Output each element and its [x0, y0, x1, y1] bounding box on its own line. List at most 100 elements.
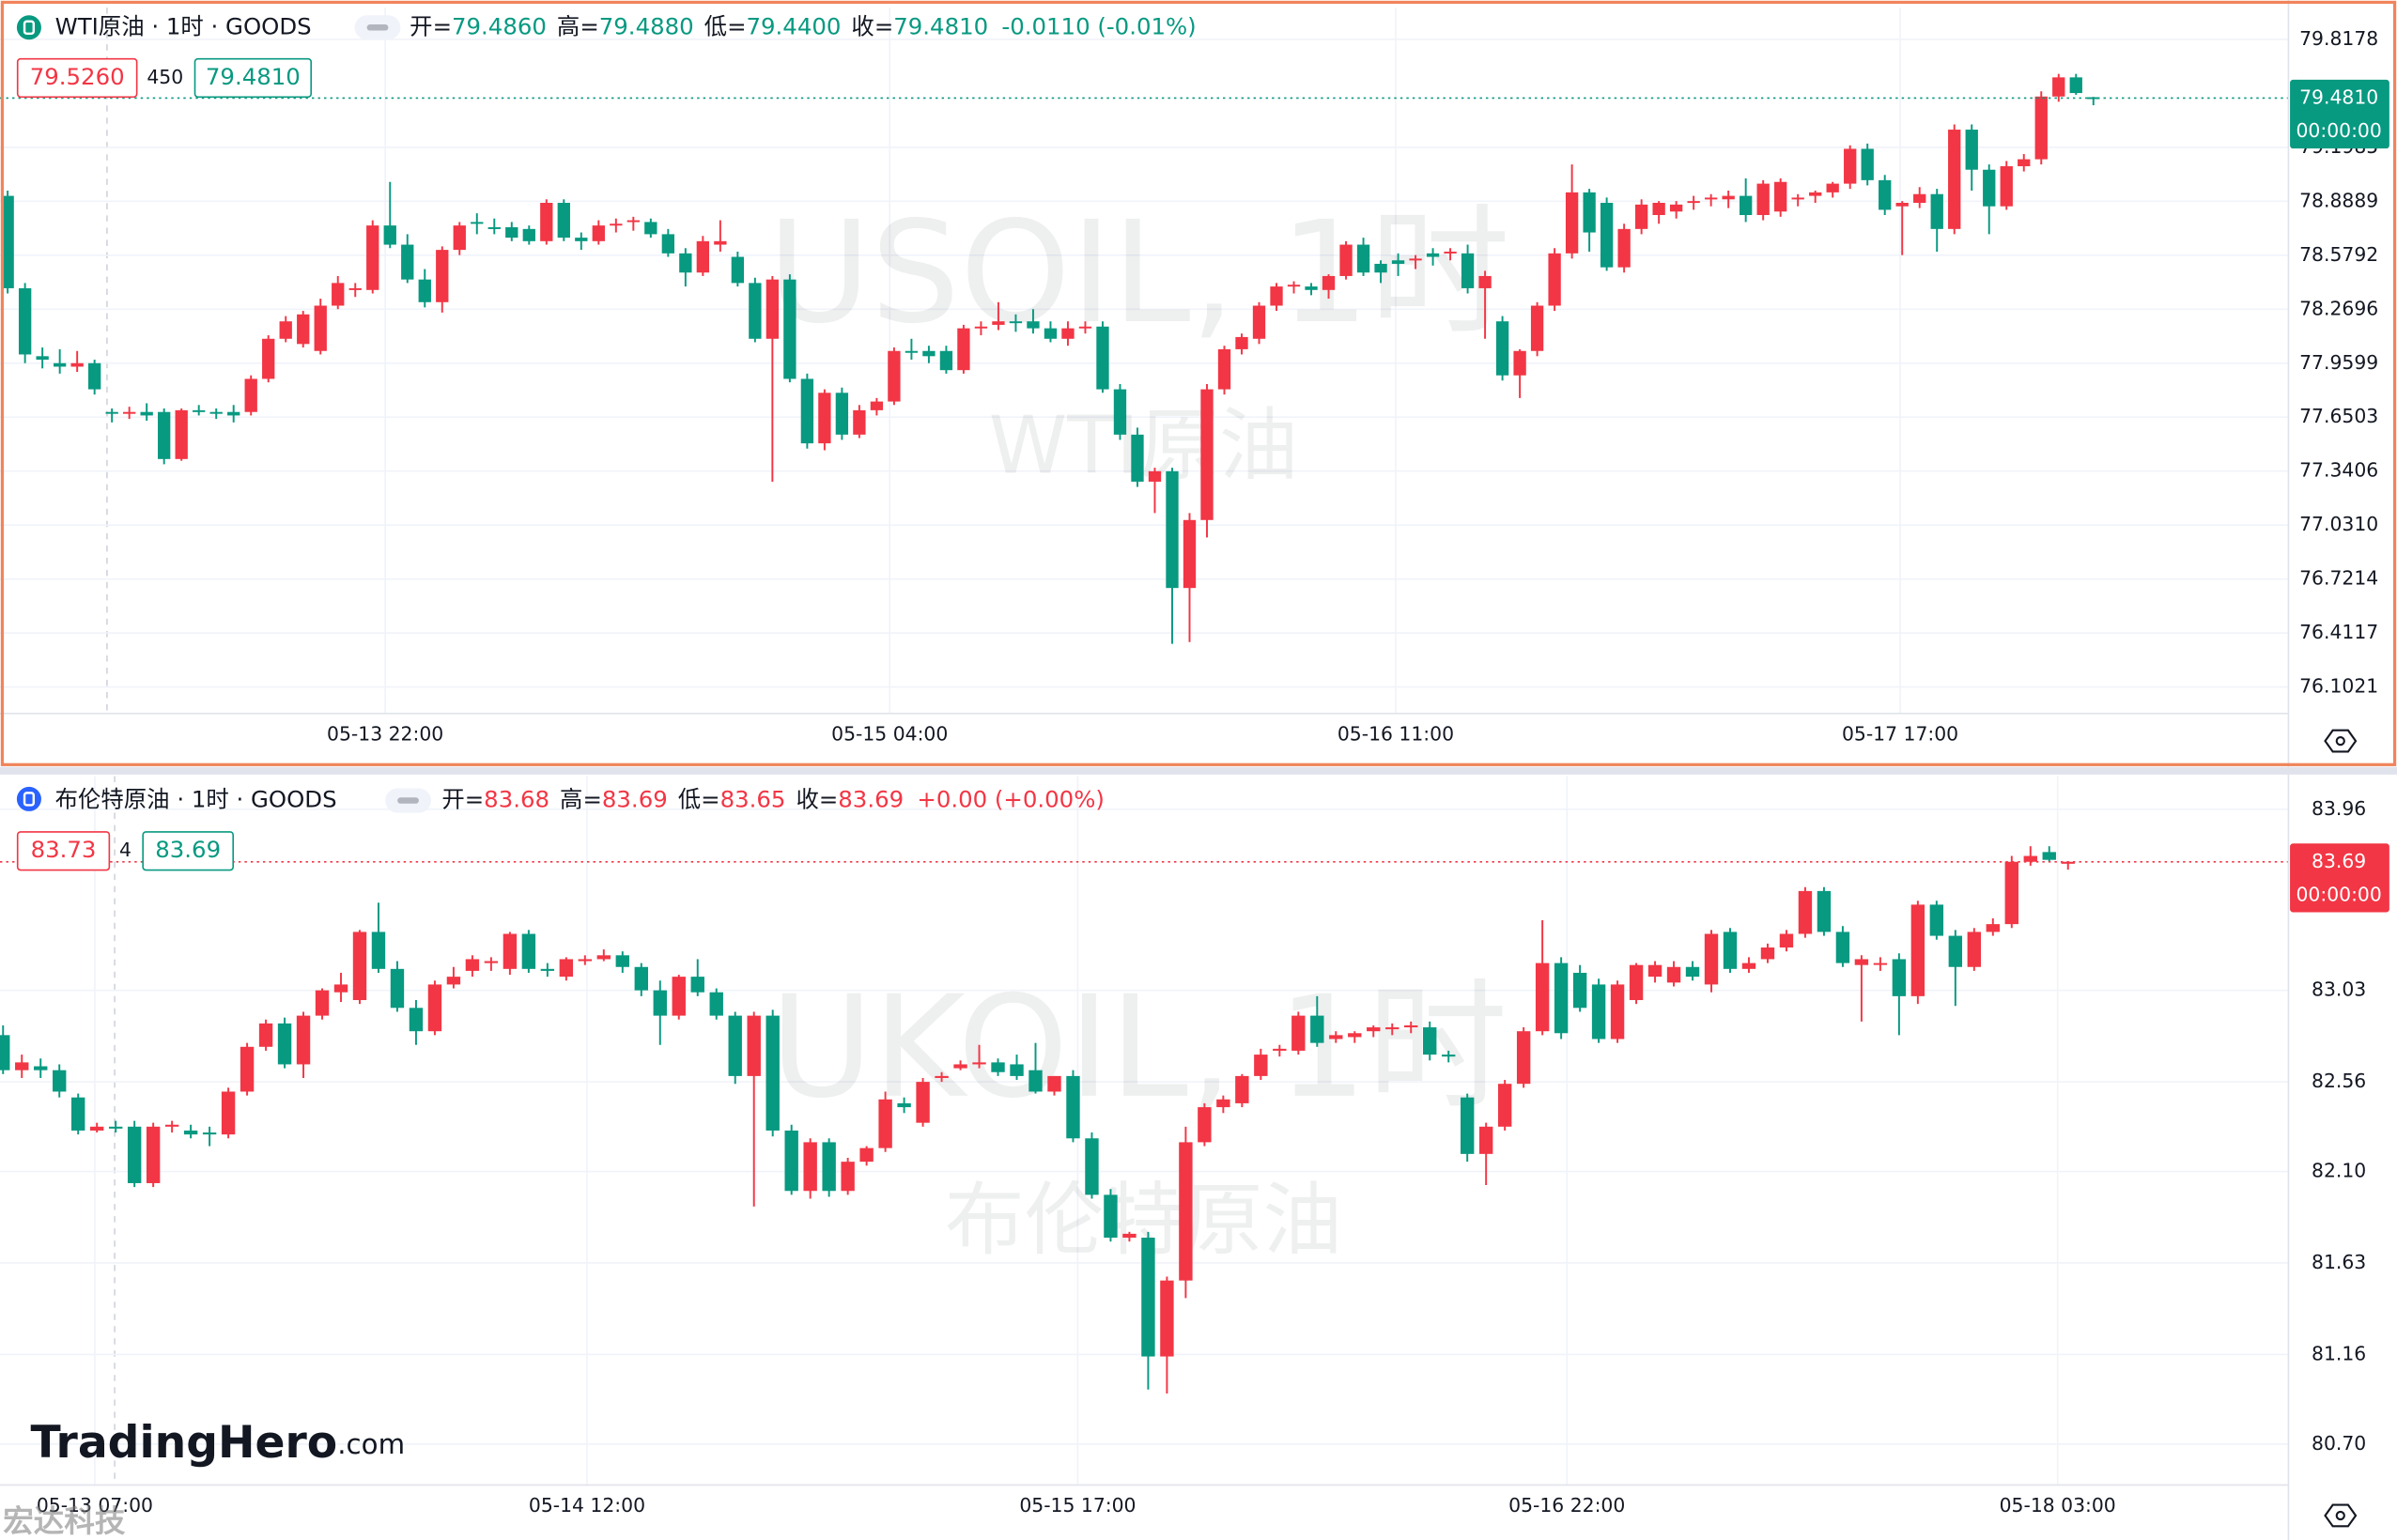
candle-body [1217, 348, 1231, 390]
candle-body [2018, 159, 2031, 167]
candle-body [1741, 962, 1756, 969]
candle-body [1027, 321, 1040, 329]
spread: 450 [147, 66, 183, 88]
ohlc-legend: 开=79.4860 高=79.4880 低=79.4400 收=79.4810 … [410, 12, 1197, 39]
candle-body [465, 959, 480, 971]
symbol-title[interactable]: 布伦特原油 · 1时 · GOODS [55, 786, 337, 813]
settings-icon[interactable] [2324, 1503, 2358, 1528]
candle-body [348, 287, 362, 290]
candle-body [1348, 1033, 1362, 1038]
candle-body [89, 1126, 104, 1131]
bid-box[interactable] [16, 831, 111, 871]
candle-body [1634, 204, 1648, 229]
candle-body [209, 411, 223, 414]
candle-body [559, 959, 574, 978]
candle-body [1322, 275, 1336, 290]
pane-separator [0, 766, 2397, 775]
candle-body [610, 223, 623, 226]
candle-body [615, 955, 629, 967]
candle-body [1535, 962, 1550, 1032]
ask-box[interactable] [193, 57, 313, 99]
candle-body [1740, 195, 1753, 215]
candle-body [2052, 77, 2065, 97]
candle-body [922, 350, 936, 357]
legend-toggle-glyph [366, 24, 389, 31]
candle-body [1948, 130, 1961, 229]
candle-body [596, 955, 611, 960]
candle-body [227, 411, 240, 416]
candle-body [1652, 203, 1665, 215]
symbol-title[interactable]: WTI原油 · 1时 · GOODS [55, 12, 312, 39]
logo: TradingHero.com [31, 1417, 406, 1469]
candle-body [747, 1015, 761, 1076]
candle-body [592, 225, 605, 241]
watermark: UKOIL, 1时 [770, 966, 1508, 1130]
candle-body [1666, 966, 1681, 983]
candle-body [2000, 166, 2013, 207]
candle-body [1235, 336, 1248, 349]
bid-box[interactable] [16, 57, 138, 99]
candle-body [1367, 1027, 1381, 1032]
y-tick-label: 78.8889 [2299, 189, 2378, 211]
candle-body [953, 1064, 967, 1069]
candle-body [783, 279, 796, 379]
candle-body [1216, 1099, 1230, 1108]
candle-body [2042, 852, 2056, 860]
candle-body [1179, 1142, 1193, 1281]
x-tick-label: 05-16 11:00 [1338, 723, 1454, 746]
candle-body [634, 966, 648, 991]
candle-body [1, 195, 14, 288]
candle-body [1310, 1015, 1324, 1043]
candle-body [1044, 328, 1058, 339]
candle-body [578, 959, 593, 962]
candle-body [557, 203, 570, 239]
candle-body [1779, 933, 1794, 948]
ohlc-legend: 开=83.68 高=83.69 低=83.65 收=83.69 +0.00 (+… [441, 786, 1105, 813]
candle-body [1096, 326, 1109, 390]
candle-body [258, 1023, 273, 1047]
ohlc-value: 79.4860 [452, 12, 547, 39]
candle-body [202, 1132, 217, 1135]
candle-body [1591, 984, 1606, 1040]
symbol-icon [16, 786, 41, 811]
symbol-icon-glyph [23, 20, 36, 36]
last-price-label: 83.69 [2312, 850, 2366, 872]
footer-watermark: 宏达科技 [3, 1503, 126, 1539]
candle-body [1183, 519, 1197, 589]
x-tick-label: 05-13 22:00 [327, 723, 443, 746]
countdown: 00:00:00 [2296, 884, 2381, 906]
watermark: USOIL, 1时 [767, 192, 1509, 355]
ohlc-value: 79.4400 [747, 12, 842, 39]
candle-body [1131, 434, 1144, 482]
last-price-label: 79.4810 [2299, 85, 2378, 108]
y-tick-label: 77.9599 [2299, 351, 2378, 374]
candle-body [1572, 972, 1587, 1009]
candle-body [1305, 286, 1318, 290]
candle-body [34, 1066, 48, 1070]
candle-body [0, 1035, 10, 1070]
candle-body [653, 990, 667, 1016]
candle-body [853, 409, 866, 435]
candle-body [1028, 1070, 1043, 1092]
ohlc-label: 开= [441, 786, 484, 813]
ohlc-label: 收= [796, 786, 838, 813]
candle-body [1791, 197, 1804, 200]
candle-body [690, 977, 704, 993]
candle-body [401, 244, 414, 280]
ask-box[interactable] [142, 831, 235, 871]
candle-body [1104, 1194, 1118, 1239]
bid: 79.5260 [30, 63, 125, 90]
candle-body [453, 225, 466, 251]
candle-body [1478, 1126, 1493, 1154]
candle-body [939, 350, 953, 371]
candle-body [1835, 932, 1850, 963]
settings-icon[interactable] [2324, 729, 2358, 753]
candle-body [709, 992, 723, 1016]
candle-body [2034, 96, 2048, 160]
candle-body [123, 411, 136, 414]
candle-body [53, 1070, 67, 1092]
candle-body [974, 326, 988, 329]
candle-body [522, 228, 535, 241]
